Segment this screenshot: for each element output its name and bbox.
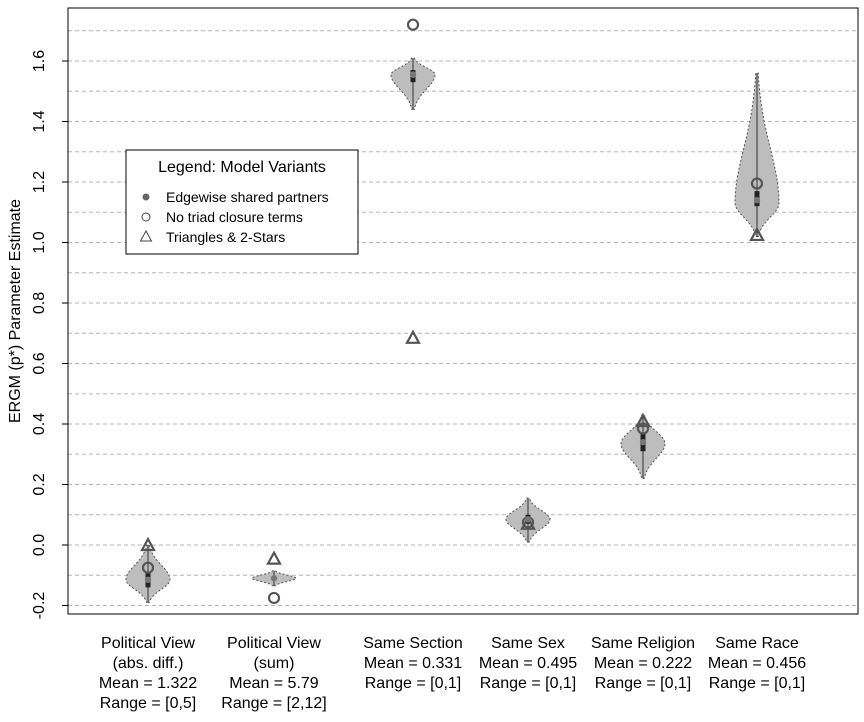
legend-box [125, 149, 359, 255]
legend-marker-filled-circle [142, 193, 150, 201]
edgewise-shared-partners-point [524, 516, 532, 523]
grid-lines [68, 30, 858, 606]
y-tick-label: 0.8 [31, 292, 48, 314]
y-tick-label: 1.0 [31, 231, 48, 253]
category-label-line: Range = [0,1] [365, 675, 462, 692]
edgewise-shared-partners-point [409, 71, 417, 78]
category-label: Same Sex Mean = 0.495 Range = [0,1] [479, 635, 577, 692]
legend-marker-open-triangle [139, 229, 153, 242]
category-label: Same Section Mean = 0.331 Range = [0,1] [363, 635, 463, 692]
category-label-line: Range = [2,12] [221, 695, 326, 712]
legend: Legend: Model Variants Edgewise shared p… [125, 149, 359, 255]
category-label-line: Same Sex [491, 635, 565, 652]
category-label-line: Same Race [715, 635, 799, 652]
y-tick-label: 1.4 [31, 110, 48, 132]
no-triad-closure-point [406, 18, 420, 31]
category-label-line: Mean = 0.456 [708, 655, 806, 672]
y-tick-label: 1.6 [31, 50, 48, 72]
edgewise-shared-partners-point [639, 438, 647, 446]
legend-marker-open-circle [141, 212, 151, 222]
y-axis-label: ERGM (p*) Parameter Estimate [7, 199, 24, 423]
category-label: Same Race Mean = 0.456 Range = [0,1] [708, 635, 806, 692]
triangles-2stars-point [635, 412, 651, 428]
y-tick-label: 1.2 [31, 171, 48, 193]
category-label-line: Range = [0,1] [709, 675, 806, 692]
y-tick-label: 0.6 [31, 352, 48, 374]
no-triad-closure-point [750, 177, 764, 190]
edgewise-shared-partners-point [753, 196, 761, 204]
legend-title: Legend: Model Variants [158, 159, 326, 176]
no-triad-closure-point [141, 561, 155, 574]
triangles-2stars-point [749, 226, 765, 242]
y-tick-label: 0.4 [31, 413, 48, 435]
category-label-line: Range = [0,1] [480, 675, 577, 692]
category-label-line: Range = [0,1] [595, 675, 692, 692]
y-axis: -0.2 0.0 0.2 0.4 0.6 0.8 1.0 1.2 1.4 1.6 [31, 50, 68, 620]
category-label-line: (sum) [254, 655, 295, 672]
x-axis-labels: Political View (abs. diff.) Mean = 1.322 Ra… [99, 635, 806, 712]
y-tick-label: 0.0 [31, 534, 48, 556]
y-tick-label: -0.2 [31, 592, 48, 620]
triangles-2stars-point [140, 536, 156, 552]
edgewise-shared-partners-point [270, 575, 278, 582]
y-tick-label: 0.2 [31, 473, 48, 495]
triangles-2stars-point [266, 550, 282, 565]
category-label-line: Range = [0,5] [100, 695, 197, 712]
category-label-line: Political View [227, 635, 321, 652]
category-label-line: Mean = 1.322 [99, 675, 197, 692]
category-label-line: Mean = 0.222 [594, 655, 692, 672]
category-label-line: Mean = 0.331 [364, 655, 462, 672]
category-label-line: Same Religion [591, 635, 695, 652]
category-label-line: Political View [101, 635, 195, 652]
legend-label-edgewise: Edgewise shared partners [166, 189, 329, 205]
category-label: Political View (abs. diff.) Mean = 1.322 Ra… [99, 635, 197, 712]
category-label-line: (abs. diff.) [113, 655, 184, 672]
no-triad-closure-point [636, 422, 650, 435]
legend-label-triangles: Triangles & 2-Stars [166, 229, 285, 245]
legend-label-no-triad: No triad closure terms [166, 209, 303, 225]
triangles-2stars-point [520, 515, 536, 530]
model-points [140, 18, 765, 605]
no-triad-closure-point [267, 591, 281, 605]
plot-frame [67, 7, 859, 615]
edgewise-shared-partners-point [144, 576, 152, 583]
category-label-line: Mean = 0.495 [479, 655, 577, 672]
triangles-2stars-point [405, 329, 421, 344]
category-label-line: Same Section [363, 635, 463, 652]
category-label-line: Mean = 5.79 [229, 675, 319, 692]
category-label: Political View (sum) Mean = 5.79 Range = [2… [221, 635, 326, 712]
category-label: Same Religion Mean = 0.222 Range = [0,1] [591, 635, 695, 692]
